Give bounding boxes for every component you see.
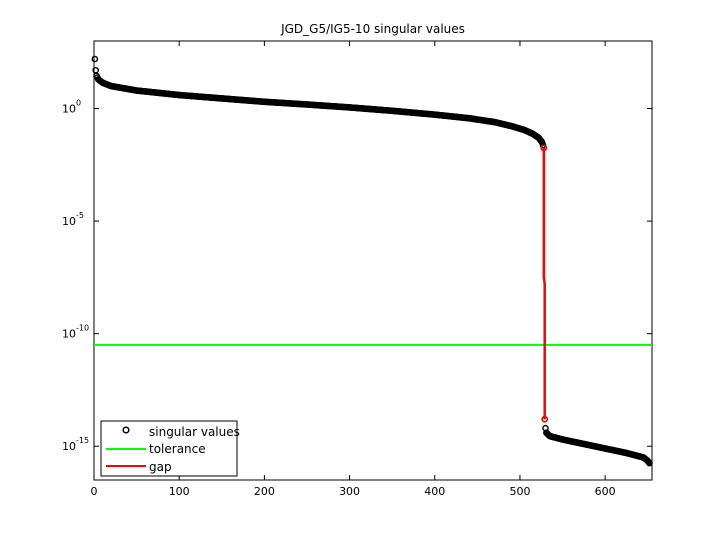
legend-label-singular-values: singular values <box>149 425 240 439</box>
legend-marker-singular-values <box>122 426 130 434</box>
legend: singular values tolerance gap <box>100 420 240 477</box>
x-tick-label: 500 <box>509 485 530 498</box>
x-axis: 0 100 200 300 400 500 600 <box>91 41 616 498</box>
x-tick-label: 200 <box>254 485 275 498</box>
x-tick-label: 300 <box>339 485 360 498</box>
legend-label-tolerance: tolerance <box>149 442 206 456</box>
singular-value-point <box>539 141 547 149</box>
singular-value-point <box>538 139 546 146</box>
y-tick-label: 10-15 <box>62 436 89 453</box>
chart-title: JGD_G5/IG5-10 singular values <box>280 22 465 36</box>
y-axis: 100 10-5 10-10 10-15 <box>62 99 652 453</box>
gap-line <box>542 147 546 420</box>
y-tick-label: 10-10 <box>62 324 89 341</box>
x-tick-label: 600 <box>595 485 616 498</box>
gap-endpoint-marker <box>541 415 548 423</box>
singular-value-point <box>91 55 99 63</box>
plot-marks <box>91 55 653 467</box>
gap-endpoint-marker <box>540 144 548 152</box>
legend-label-gap: gap <box>149 460 172 474</box>
y-tick-label: 10-5 <box>62 211 84 228</box>
y-tick-label: 100 <box>62 99 81 116</box>
singular-value-point <box>646 459 653 467</box>
x-tick-label: 100 <box>169 485 190 498</box>
plot-area <box>93 40 653 481</box>
x-tick-label: 0 <box>91 485 98 498</box>
x-tick-label: 400 <box>424 485 445 498</box>
